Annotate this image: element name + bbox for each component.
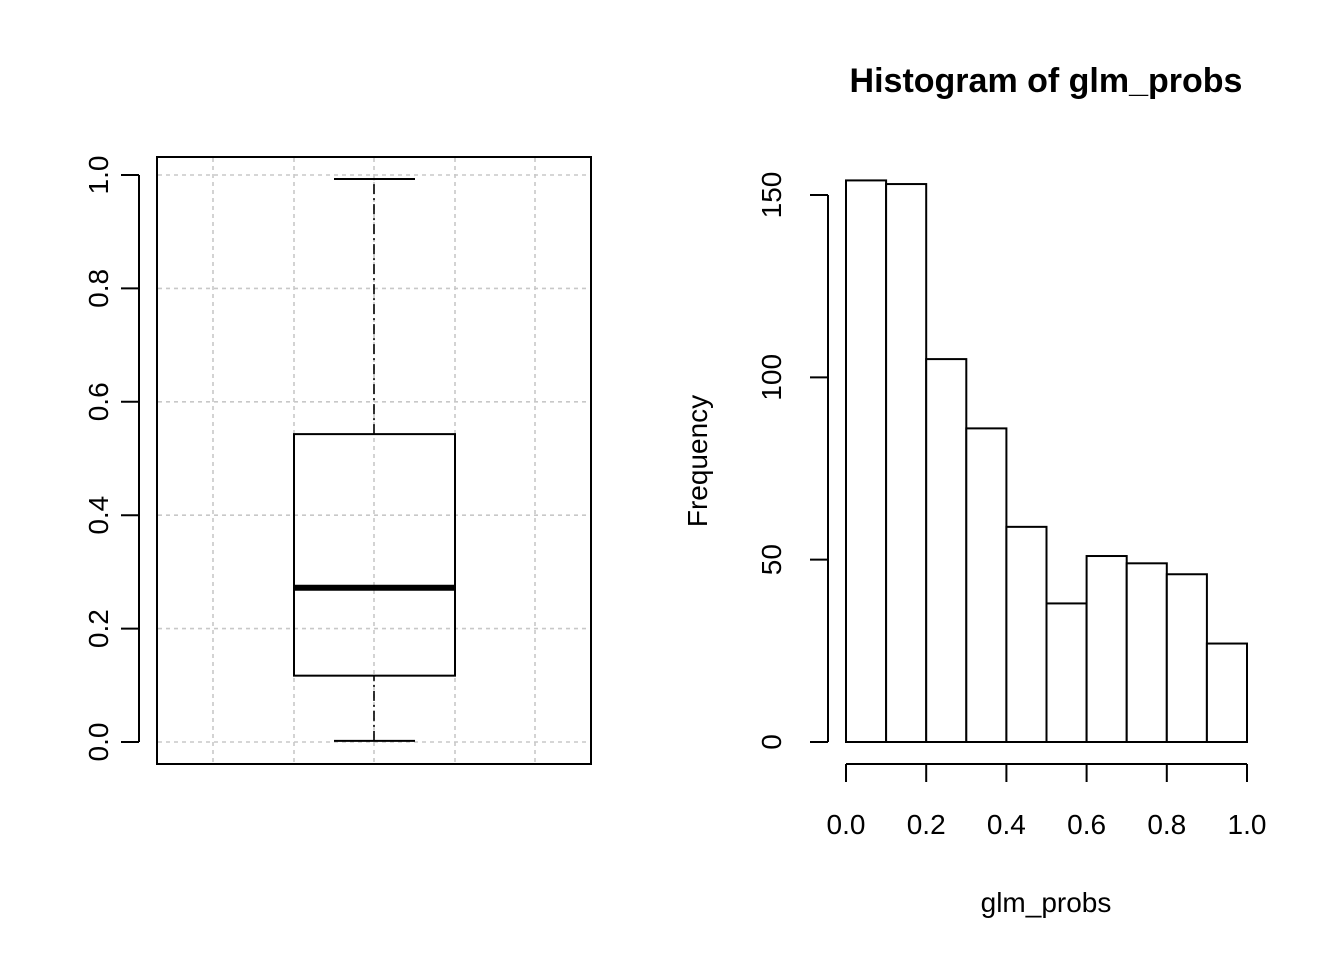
histogram-bar	[1005, 525, 1048, 744]
y-tick-label: 150	[756, 172, 787, 219]
x-tick-label: 0.0	[827, 809, 866, 840]
histogram-bar	[965, 427, 1008, 743]
x-tick-label: 1.0	[1228, 809, 1267, 840]
boxplot-y-axis: 0.0 0.2 0.4 0.6 0.8 1.0	[83, 156, 140, 762]
boxplot-panel: 0.0 0.2 0.4 0.6 0.8 1.0	[83, 156, 592, 765]
histogram-title: Histogram of glm_probs	[850, 62, 1243, 100]
x-tick-label: 0.2	[907, 809, 946, 840]
y-tick-label: 50	[756, 544, 787, 575]
boxplot-marks	[293, 177, 456, 742]
y-tick-label: 0.4	[83, 496, 114, 535]
histogram-bar	[1125, 562, 1168, 744]
histogram-y-label: Frequency	[682, 395, 713, 527]
iqr-box	[293, 433, 456, 677]
y-tick-label: 0	[756, 734, 787, 750]
y-tick-label: 0.0	[83, 723, 114, 762]
histogram-bar	[885, 183, 928, 743]
histogram-bar	[1165, 573, 1208, 744]
histogram-x-axis: 0.0 0.2 0.4 0.6 0.8 1.0	[827, 763, 1267, 840]
x-tick-label: 0.8	[1147, 809, 1186, 840]
histogram-y-axis: 0 50 100 150	[756, 172, 829, 750]
y-tick-label: 1.0	[83, 156, 114, 195]
histogram-bar	[1045, 602, 1088, 744]
y-tick-label: 0.8	[83, 269, 114, 308]
histogram-bar	[1205, 642, 1249, 743]
histogram-bars	[845, 179, 1249, 744]
histogram-bar	[1085, 555, 1128, 744]
x-tick-label: 0.4	[987, 809, 1026, 840]
histogram-bar	[845, 179, 888, 743]
histogram-x-label: glm_probs	[981, 887, 1112, 918]
y-tick-label: 100	[756, 354, 787, 401]
histogram-bar	[925, 358, 968, 743]
x-tick-label: 0.6	[1067, 809, 1106, 840]
boxplot-frame	[156, 156, 592, 765]
y-tick-label: 0.2	[83, 609, 114, 648]
y-tick-label: 0.6	[83, 382, 114, 421]
